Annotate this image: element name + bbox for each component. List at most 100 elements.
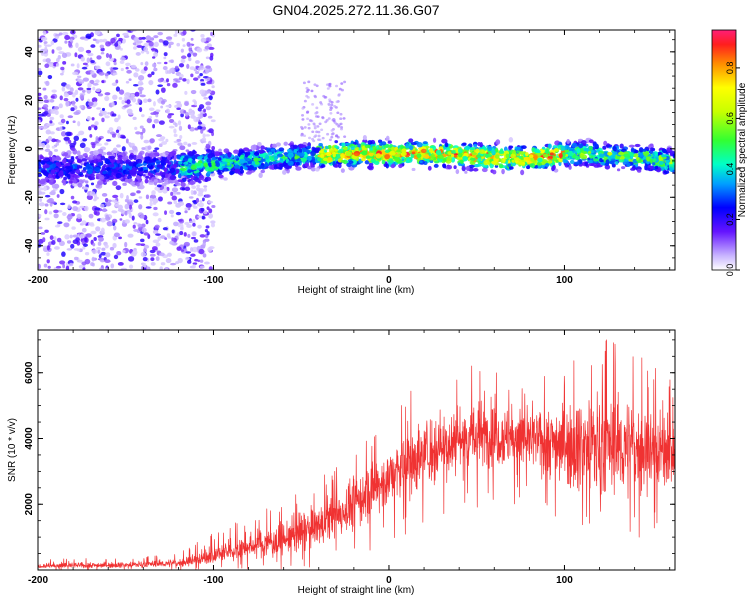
heatmap-signal-dot (44, 148, 51, 153)
heatmap-noise-dot (138, 204, 143, 210)
heatmap-signal-dot (184, 171, 189, 176)
heatmap-signal-dot (258, 149, 265, 154)
heatmap-signal-dot (432, 137, 437, 143)
heatmap-noise-dot (139, 94, 146, 98)
heatmap-plume-dot (330, 100, 334, 104)
heatmap-noise-dot (149, 253, 156, 257)
heatmap-signal-dot (84, 180, 89, 184)
heatmap-signal-dot (477, 157, 482, 162)
heatmap-noise-dot (191, 218, 196, 225)
heatmap-noise-dot (117, 132, 121, 139)
heatmap-noise-dot (45, 80, 50, 86)
heatmap-noise-dot (91, 249, 98, 254)
heatmap-signal-dot (68, 159, 72, 164)
heatmap-signal-dot (398, 163, 403, 169)
heatmap-noise-dot (65, 131, 72, 137)
heatmap-signal-dot (96, 143, 103, 147)
heatmap-signal-dot (239, 166, 244, 171)
heatmap-noise-dot (204, 261, 210, 265)
heatmap-noise-dot (129, 204, 133, 210)
heatmap-noise-dot (178, 73, 184, 79)
spectrogram-ytick-label: 40 (24, 46, 35, 58)
heatmap-noise-dot (122, 249, 126, 253)
heatmap-signal-dot (144, 152, 149, 158)
heatmap-noise-dot (140, 62, 144, 66)
heatmap-noise-dot (130, 95, 134, 101)
heatmap-noise-dot (99, 267, 104, 270)
heatmap-noise-dot (167, 114, 172, 119)
heatmap-noise-dot (156, 61, 162, 65)
heatmap-noise-dot (71, 100, 76, 106)
heatmap-noise-dot (149, 138, 155, 144)
heatmap-noise-dot (111, 199, 117, 203)
heatmap-noise-dot (100, 52, 105, 55)
heatmap-noise-dot (47, 136, 53, 141)
heatmap-signal-dot (547, 143, 552, 149)
heatmap-noise-dot (142, 127, 146, 134)
heatmap-noise-dot (86, 57, 90, 64)
heatmap-signal-dot (147, 161, 152, 167)
heatmap-noise-dot (77, 46, 85, 53)
heatmap-noise-dot (176, 191, 181, 195)
heatmap-signal-dot (367, 165, 373, 170)
heatmap-signal-dot (253, 157, 259, 162)
heatmap-noise-dot (69, 262, 74, 267)
heatmap-signal-dot (269, 157, 275, 161)
heatmap-noise-dot (79, 233, 85, 239)
heatmap-noise-dot (87, 52, 94, 57)
heatmap-noise-dot (170, 262, 177, 266)
heatmap-plume-dot (326, 87, 330, 90)
heatmap-signal-dot (295, 166, 302, 171)
heatmap-noise-dot (86, 194, 93, 201)
heatmap-noise-dot (65, 141, 69, 145)
heatmap-noise-dot (56, 237, 62, 243)
heatmap-signal-dot (481, 167, 488, 173)
heatmap-plume-dot (311, 130, 315, 134)
heatmap-noise-dot (133, 84, 139, 87)
heatmap-signal-dot (626, 162, 631, 168)
heatmap-signal-dot (320, 153, 325, 159)
heatmap-noise-dot (162, 188, 168, 194)
heatmap-noise-dot (61, 86, 66, 92)
heatmap-noise-dot (163, 52, 168, 57)
heatmap-noise-dot (171, 187, 179, 193)
heatmap-noise-dot (168, 125, 175, 129)
heatmap-noise-dot (81, 227, 87, 233)
heatmap-signal-dot (444, 142, 449, 148)
heatmap-noise-dot (72, 200, 78, 204)
heatmap-noise-dot (200, 207, 205, 212)
heatmap-signal-dot (381, 159, 386, 165)
heatmap-noise-dot (155, 256, 160, 262)
heatmap-signal-dot (97, 180, 104, 186)
heatmap-signal-dot (411, 167, 416, 172)
heatmap-plume-dot (325, 119, 329, 122)
heatmap-signal-dot (324, 145, 329, 150)
heatmap-signal-dot (89, 176, 96, 181)
snr-xtick-label: -100 (203, 575, 223, 586)
spectrogram-ytick-label: 20 (24, 94, 35, 106)
heatmap-noise-dot (157, 217, 162, 223)
heatmap-plume-dot (313, 124, 317, 128)
snr-frame (37, 329, 676, 571)
heatmap-plume-dot (311, 103, 315, 106)
heatmap-signal-dot (468, 164, 475, 169)
heatmap-noise-dot (82, 246, 86, 250)
colorbar: 0.0 0.2 0.4 0.6 0.8 Normalized spectral ampl… (711, 29, 748, 276)
heatmap-noise-dot (157, 98, 163, 103)
heatmap-noise-dot (60, 131, 67, 137)
heatmap-signal-dot (268, 161, 273, 166)
heatmap-noise-dot (105, 201, 112, 207)
heatmap-signal-dot (131, 167, 138, 172)
heatmap-signal-dot (260, 145, 265, 150)
heatmap-signal-dot (362, 154, 368, 159)
heatmap-plume-dot (301, 113, 305, 117)
heatmap-noise-dot (101, 107, 106, 111)
heatmap-noise-dot (51, 49, 55, 54)
heatmap-noise-dot (150, 112, 156, 116)
heatmap-noise-dot (70, 107, 75, 112)
heatmap-noise-dot (157, 84, 163, 87)
heatmap-noise-dot (145, 194, 150, 200)
heatmap-noise-dot (186, 63, 190, 69)
heatmap-signal-dot (394, 154, 401, 158)
heatmap-signal-dot (76, 164, 81, 169)
